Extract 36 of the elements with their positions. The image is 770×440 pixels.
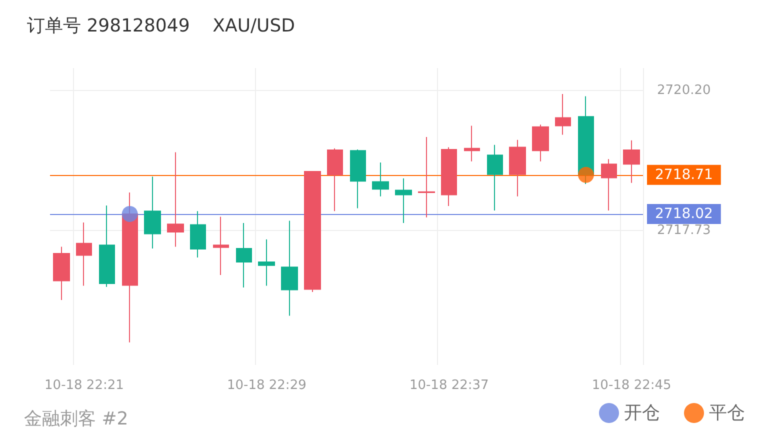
candlestick	[99, 204, 115, 288]
legend-label: 开仓	[624, 402, 660, 424]
candlestick	[53, 246, 70, 300]
candlestick	[395, 178, 412, 224]
candlestick	[464, 125, 480, 162]
candlestick	[76, 222, 92, 286]
candlestick	[258, 238, 275, 286]
candlestick	[167, 152, 184, 248]
candlestick	[327, 148, 343, 212]
ref-line-label: 2718.02	[655, 206, 713, 222]
candlestick	[509, 139, 526, 197]
candlestick	[304, 171, 321, 293]
candlestick	[487, 144, 503, 212]
ref-line-label: 2718.71	[655, 166, 713, 183]
candlestick	[350, 148, 366, 209]
y-tick-label: 2717.73	[657, 222, 711, 238]
legend-label: 平仓	[709, 402, 745, 424]
x-tick-label: 10-18 22:21	[44, 378, 124, 393]
candlestick	[281, 220, 298, 316]
candlestick	[555, 94, 571, 136]
candlestick	[372, 162, 389, 197]
candlestick	[532, 124, 549, 162]
candlestick	[213, 216, 229, 276]
chart-title: 订单号 298128049 XAU/USD	[27, 16, 296, 36]
x-tick-label: 10-18 22:29	[226, 378, 306, 393]
x-tick-label: 10-18 22:37	[409, 378, 489, 393]
candlestick	[190, 210, 206, 258]
candlestick	[623, 140, 640, 184]
candlestick	[418, 136, 435, 218]
candlestick	[601, 158, 617, 212]
y-tick-label: 2720.20	[657, 83, 711, 98]
x-tick-label: 10-18 22:45	[592, 378, 672, 393]
candlestick	[441, 146, 457, 207]
candlestick	[236, 222, 252, 288]
candlestick	[144, 176, 161, 249]
text: 金融刺客 #2	[24, 408, 128, 430]
